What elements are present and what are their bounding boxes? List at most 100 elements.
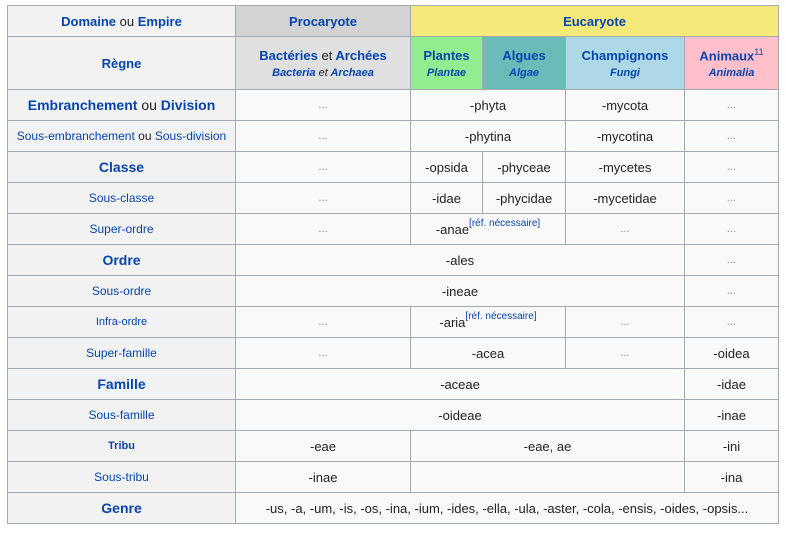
link-bacteries[interactable]: Bactéries [259, 47, 318, 63]
table-row: Domaine ou Empire Procaryote Eucaryote [7, 5, 779, 37]
suffix-cell: -eae, ae [410, 430, 685, 462]
empty-cell: ... [235, 120, 411, 152]
rank-ordre[interactable]: Ordre [7, 244, 236, 276]
rank-infra-ordre[interactable]: Infra-ordre [7, 306, 236, 338]
suffix-cell: -aceae [235, 368, 685, 400]
rank-famille[interactable]: Famille [7, 368, 236, 400]
animaux-label: Animaux [699, 48, 755, 64]
rank-sous-classe[interactable]: Sous-classe [7, 182, 236, 214]
suffix-cell: -idae [684, 368, 779, 400]
rank-ou: ou [138, 129, 152, 143]
table-row: Super-ordre ... -anae[réf. nécessaire] .… [7, 213, 779, 245]
suffix-value: -anae [435, 221, 470, 237]
suffix-cell: -mycota [565, 89, 685, 121]
plantes-label: Plantes [423, 47, 470, 63]
header-procaryote[interactable]: Procaryote [235, 5, 411, 37]
rank-sous-ordre[interactable]: Sous-ordre [7, 275, 236, 307]
empty-cell: ... [235, 213, 411, 245]
header-eucaryote[interactable]: Eucaryote [410, 5, 779, 37]
header-regne[interactable]: Règne [7, 36, 236, 90]
suffix-cell: -mycetes [565, 151, 685, 183]
suffix-cell: -mycotina [565, 120, 685, 152]
empty-cell: ... [235, 151, 411, 183]
suffix-cell: -inae [235, 461, 411, 493]
ref-needed-link[interactable]: [réf. nécessaire] [469, 217, 541, 229]
blank-cell [410, 461, 685, 493]
algues-label: Algues [502, 47, 546, 63]
empty-cell: ... [565, 337, 685, 369]
header-algues[interactable]: Algues Algae [482, 36, 566, 90]
rank-classe[interactable]: Classe [7, 151, 236, 183]
table-row: Ordre -ales ... [7, 244, 779, 276]
empty-cell: ... [235, 182, 411, 214]
table-row: Embranchement ou Division ... -phyta -my… [7, 89, 779, 121]
link-embranchement[interactable]: Embranchement [27, 97, 138, 113]
suffix-cell: -anae[réf. nécessaire] [410, 213, 566, 245]
suffix-cell: -us, -a, -um, -is, -os, -ina, -ium, -ide… [235, 492, 779, 524]
champignons-label: Champignons [581, 47, 669, 63]
link-division[interactable]: Division [160, 97, 216, 113]
table-row: Infra-ordre ... -aria[réf. nécessaire] .… [7, 306, 779, 338]
suffix-cell: -ineae [235, 275, 685, 307]
latin-archaea: Archaea [330, 66, 374, 79]
suffix-cell: -phyceae [482, 151, 566, 183]
empty-cell: ... [235, 89, 411, 121]
suffix-cell: -idae [410, 182, 483, 214]
taxonomy-suffix-table: Domaine ou Empire Procaryote Eucaryote R… [7, 5, 779, 524]
empty-cell: ... [235, 337, 411, 369]
suffix-cell: -phycidae [482, 182, 566, 214]
header-ou: ou [119, 13, 135, 29]
table-row: Classe ... -opsida -phyceae -mycetes ... [7, 151, 779, 183]
suffix-cell: -opsida [410, 151, 483, 183]
latin-animalia: Animalia [708, 67, 755, 80]
rank-sous-embranchement: Sous-embranchement ou Sous-division [7, 120, 236, 152]
empty-cell: ... [684, 244, 779, 276]
link-empire[interactable]: Empire [137, 13, 182, 29]
table-row: Sous-tribu -inae -ina [7, 461, 779, 493]
rank-sous-famille[interactable]: Sous-famille [7, 399, 236, 431]
rank-tribu[interactable]: Tribu [7, 430, 236, 462]
latin-algae: Algae [509, 66, 539, 79]
suffix-cell: -mycetidae [565, 182, 685, 214]
empty-cell: ... [684, 120, 779, 152]
header-champignons[interactable]: Champignons Fungi [565, 36, 685, 90]
link-domaine[interactable]: Domaine [61, 13, 117, 29]
suffix-cell: -inae [684, 399, 779, 431]
suffix-value: -aria [439, 314, 466, 330]
rank-genre[interactable]: Genre [7, 492, 236, 524]
empty-cell: ... [684, 151, 779, 183]
ref-needed-link[interactable]: [réf. nécessaire] [465, 310, 537, 322]
latin-et: et [318, 66, 328, 79]
empty-cell: ... [235, 306, 411, 338]
header-animaux[interactable]: Animaux11 Animalia [684, 36, 779, 90]
table-row: Règne Bactéries et Archées Bacteria et A… [7, 36, 779, 90]
latin-fungi: Fungi [610, 66, 640, 79]
empty-cell: ... [684, 306, 779, 338]
empty-cell: ... [684, 89, 779, 121]
table-row: Tribu -eae -eae, ae -ini [7, 430, 779, 462]
table-row: Super-famille ... -acea ... -oidea [7, 337, 779, 369]
link-sous-embranchement[interactable]: Sous-embranchement [16, 129, 135, 143]
table-row: Famille -aceae -idae [7, 368, 779, 400]
link-archees[interactable]: Archées [335, 47, 387, 63]
header-plantes[interactable]: Plantes Plantae [410, 36, 483, 90]
link-sous-division[interactable]: Sous-division [154, 129, 227, 143]
header-et: et [321, 47, 333, 63]
empty-cell: ... [684, 213, 779, 245]
suffix-cell: -ales [235, 244, 685, 276]
table-row: Genre -us, -a, -um, -is, -os, -ina, -ium… [7, 492, 779, 524]
suffix-cell: -ina [684, 461, 779, 493]
latin-plantae: Plantae [426, 66, 467, 79]
suffix-cell: -oideae [235, 399, 685, 431]
note-11[interactable]: 11 [754, 46, 764, 57]
empty-cell: ... [565, 306, 685, 338]
header-domaine-empire: Domaine ou Empire [7, 5, 236, 37]
suffix-cell: -acea [410, 337, 566, 369]
suffix-cell: -phyta [410, 89, 566, 121]
table-row: Sous-embranchement ou Sous-division ... … [7, 120, 779, 152]
rank-super-ordre[interactable]: Super-ordre [7, 213, 236, 245]
rank-sous-tribu[interactable]: Sous-tribu [7, 461, 236, 493]
table-row: Sous-classe ... -idae -phycidae -mycetid… [7, 182, 779, 214]
latin-bacteria-archaea: Bacteria et Archaea [240, 67, 406, 79]
rank-super-famille[interactable]: Super-famille [7, 337, 236, 369]
